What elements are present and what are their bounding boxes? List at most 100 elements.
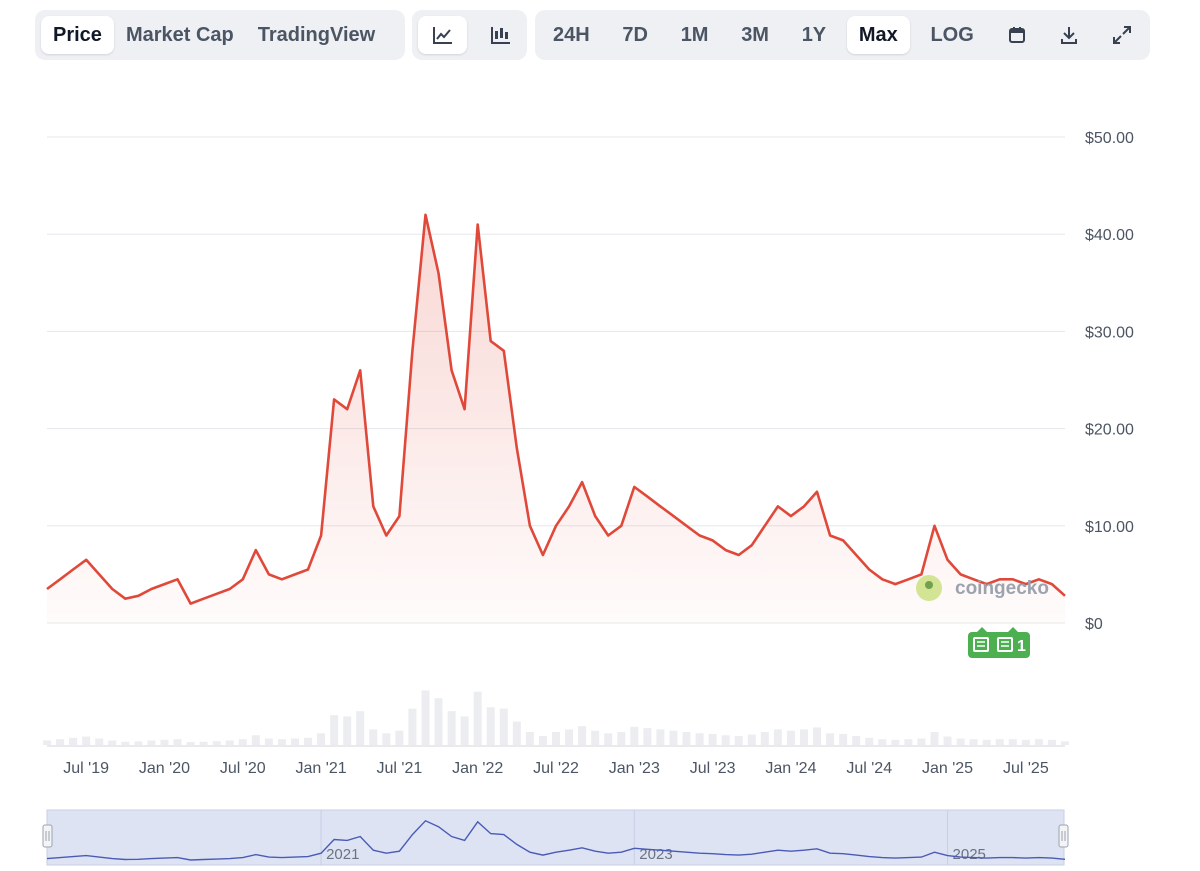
volume-bar: [421, 690, 430, 745]
volume-bar: [656, 729, 665, 745]
volume-bar: [1021, 739, 1030, 745]
volume-bar: [343, 716, 352, 745]
volume-bar: [434, 698, 443, 745]
volume-bar: [538, 735, 547, 745]
chart-type-toggle: [412, 10, 527, 60]
volume-bar: [552, 732, 560, 745]
volume-bar: [878, 739, 887, 745]
x-tick-label: Jul '19: [63, 760, 109, 777]
coingecko-watermark: coingecko: [916, 575, 1049, 601]
volume-bar: [395, 730, 404, 745]
range-1m[interactable]: 1M: [680, 23, 709, 46]
price-line: [46, 213, 1066, 605]
range-3m[interactable]: 3M: [741, 23, 769, 46]
line-chart-button[interactable]: [418, 16, 468, 54]
y-tick-label: $20.00: [1085, 422, 1134, 439]
volume-bar: [460, 716, 469, 745]
range-1y[interactable]: 1Y: [801, 23, 827, 46]
news-count: 1: [1017, 638, 1026, 655]
chart-tabs: Price Market Cap TradingView: [35, 10, 405, 60]
volume-bar: [930, 732, 939, 745]
navigator-year-label: 2021: [326, 846, 359, 863]
navigator-window: [46, 809, 1065, 866]
volume-bar: [682, 732, 691, 745]
x-axis: Jul '19 Jan '20 Jul '20 Jan '21 Jul '21 Jan '…: [63, 760, 1049, 777]
x-tick-label: Jul '22: [533, 760, 579, 777]
volume-bar: [669, 730, 678, 745]
x-tick-label: Jul '21: [377, 760, 423, 777]
coingecko-logo-eye: [925, 581, 933, 589]
range-24h[interactable]: 24H: [553, 23, 590, 46]
y-tick-label: $10.00: [1085, 519, 1134, 536]
x-tick-label: Jan '25: [922, 760, 973, 777]
volume-bar: [695, 733, 704, 745]
x-tick-label: Jan '21: [296, 760, 347, 777]
volume-bar: [604, 733, 613, 745]
x-tick-label: Jul '24: [846, 760, 892, 777]
candlestick-chart-button[interactable]: [481, 16, 521, 54]
fullscreen-button[interactable]: [1100, 16, 1144, 54]
log-scale-toggle[interactable]: LOG: [930, 23, 974, 46]
volume-bar: [799, 729, 808, 745]
expand-icon: [1112, 26, 1131, 44]
volume-bar: [277, 739, 286, 745]
volume-bar: [225, 740, 234, 745]
y-axis: $0 $10.00 $20.00 $30.00 $40.00 $50.00: [1085, 130, 1134, 633]
range-max[interactable]: Max: [846, 16, 910, 54]
volume-bar: [747, 734, 756, 745]
navigator-line: [46, 819, 1066, 861]
volume-bar: [760, 732, 769, 745]
navigator-left-handle[interactable]: [42, 824, 53, 848]
volume-bar: [826, 733, 835, 745]
volume-bar: [473, 691, 482, 745]
volume-bar: [56, 739, 65, 745]
volume-bar: [839, 733, 848, 745]
volume-bar: [121, 741, 130, 745]
y-tick-label: $40.00: [1085, 227, 1134, 244]
volume-bar: [852, 735, 861, 745]
volume-bar: [304, 737, 313, 745]
volume-bar: [956, 738, 965, 745]
volume-bar: [499, 708, 508, 745]
range-7d[interactable]: 7D: [622, 23, 648, 46]
volume-bar: [982, 739, 991, 745]
volume-bar: [290, 738, 299, 745]
tab-tradingview[interactable]: TradingView: [257, 23, 376, 46]
volume-bar: [943, 736, 952, 745]
x-tick-label: Jan '20: [139, 760, 190, 777]
volume-bar: [160, 739, 169, 745]
y-tick-label: $0: [1085, 616, 1103, 633]
price-area: [47, 214, 1065, 624]
volume-bar: [813, 727, 822, 745]
volume-bar: [512, 721, 521, 745]
navigator-year-label: 2025: [953, 846, 986, 863]
volume-bar: [708, 733, 717, 745]
watermark-text: coingecko: [955, 578, 1049, 599]
navigator-right-handle[interactable]: [1058, 824, 1069, 848]
volume-bar: [525, 732, 534, 745]
volume-bar: [173, 739, 182, 745]
volume-bar: [773, 729, 782, 745]
download-button[interactable]: [1047, 16, 1091, 54]
y-tick-label: $30.00: [1085, 324, 1134, 341]
volume-bars: [43, 690, 1069, 745]
volume-bar: [408, 708, 417, 745]
volume-bar: [486, 707, 495, 745]
volume-bar: [1034, 739, 1043, 745]
volume-bar: [786, 730, 795, 745]
volume-bar: [147, 740, 156, 745]
volume-bar: [591, 730, 600, 745]
volume-bar: [1008, 739, 1017, 745]
volume-bar: [369, 729, 378, 745]
volume-bar: [69, 737, 78, 745]
volume-bar: [317, 733, 326, 745]
calendar-button[interactable]: [995, 16, 1039, 54]
x-tick-label: Jul '23: [690, 760, 736, 777]
news-marker[interactable]: 1: [968, 627, 1030, 658]
x-tick-label: Jan '22: [452, 760, 503, 777]
x-tick-label: Jul '20: [220, 760, 266, 777]
x-tick-label: Jan '23: [609, 760, 660, 777]
range-navigator[interactable]: 2021 2023 2025: [42, 809, 1069, 866]
tab-market-cap[interactable]: Market Cap: [125, 23, 234, 46]
tab-price[interactable]: Price: [41, 16, 114, 54]
